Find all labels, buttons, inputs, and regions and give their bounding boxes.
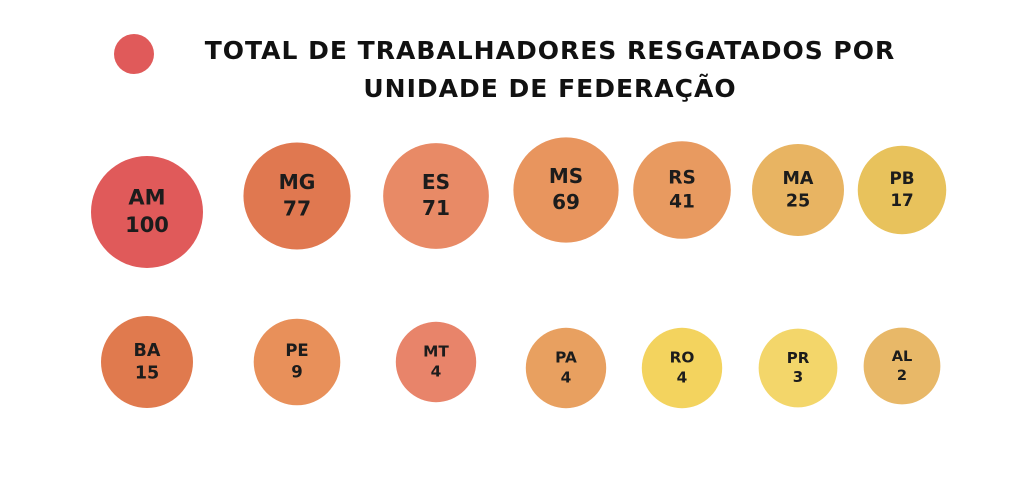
bubble-label-ma: MA <box>783 169 814 189</box>
bubble-circle-ms <box>513 137 619 243</box>
bubble-label-rs: RS <box>668 168 696 189</box>
bubble-label-mt: MT <box>423 343 449 361</box>
bubble-circle-ba <box>101 316 193 408</box>
bubble-value-es: 71 <box>422 196 450 220</box>
bubble-label-pe: PE <box>285 341 308 360</box>
bubble-label-pb: PB <box>889 168 914 188</box>
bubble-pa: PA 4 <box>525 327 607 409</box>
bubble-ro: RO 4 <box>641 327 723 409</box>
bubble-circle-es <box>383 143 489 249</box>
bubble-value-ba: 15 <box>135 364 159 384</box>
bubble-pr: PR3 <box>758 328 838 408</box>
bubble-label-al: AL <box>892 348 913 365</box>
bubble-label-ro: RO <box>670 349 695 367</box>
bubble-pe: PE 9 <box>253 318 341 406</box>
bubble-circle-pa <box>525 327 607 409</box>
bubble-label-pr: PR <box>787 349 810 367</box>
bubble-circle-ma <box>752 144 844 236</box>
bubble-value-pr: 3 <box>793 368 803 386</box>
bubble-circle-pr <box>758 328 838 408</box>
bubble-circle-pe <box>253 318 341 406</box>
bubble-ma: MA 25 <box>752 144 844 236</box>
bubble-value-pb: 17 <box>890 190 913 210</box>
bubble-value-pa: 4 <box>561 369 572 387</box>
bubble-mt: MT 4 <box>395 321 477 403</box>
bubble-circle-am <box>91 156 203 268</box>
bubble-label-mg: MG <box>279 170 316 194</box>
bubble-circle-ro <box>641 327 723 409</box>
bubble-value-pe: 9 <box>291 363 302 382</box>
bubble-circle-rs <box>633 141 731 239</box>
bubble-value-rs: 41 <box>669 192 695 213</box>
legend-dot-icon <box>114 34 154 74</box>
bubble-value-am: 100 <box>125 213 169 237</box>
bubble-label-am: AM <box>128 186 165 210</box>
bubble-value-ms: 69 <box>552 190 580 214</box>
bubble-value-al: 2 <box>897 367 907 384</box>
chart-title: TOTAL DE TRABALHADORES RESGATADOS POR UN… <box>204 36 896 103</box>
bubble-al: AL 2 <box>863 327 941 405</box>
bubble-value-ma: 25 <box>786 192 810 212</box>
bubble-label-ba: BA <box>134 341 161 361</box>
bubble-value-ro: 4 <box>677 369 688 387</box>
bubble-ba: BA 15 <box>101 316 193 408</box>
bubble-label-es: ES <box>422 170 450 194</box>
bubble-label-pa: PA <box>555 349 577 367</box>
bubble-am: AM 100 <box>91 156 203 268</box>
bubble-circle-pb <box>857 145 947 235</box>
bubble-circle-al <box>863 327 941 405</box>
bubble-label-ms: MS <box>549 164 583 188</box>
bubble-circle-mg <box>243 142 351 250</box>
bubble-rs: RS 41 <box>633 141 731 239</box>
bubble-value-mg: 77 <box>283 196 311 220</box>
bubble-circle-mt <box>395 321 477 403</box>
chart-header: TOTAL DE TRABALHADORES RESGATADOS POR UN… <box>0 28 1024 108</box>
bubble-value-mt: 4 <box>431 363 442 381</box>
